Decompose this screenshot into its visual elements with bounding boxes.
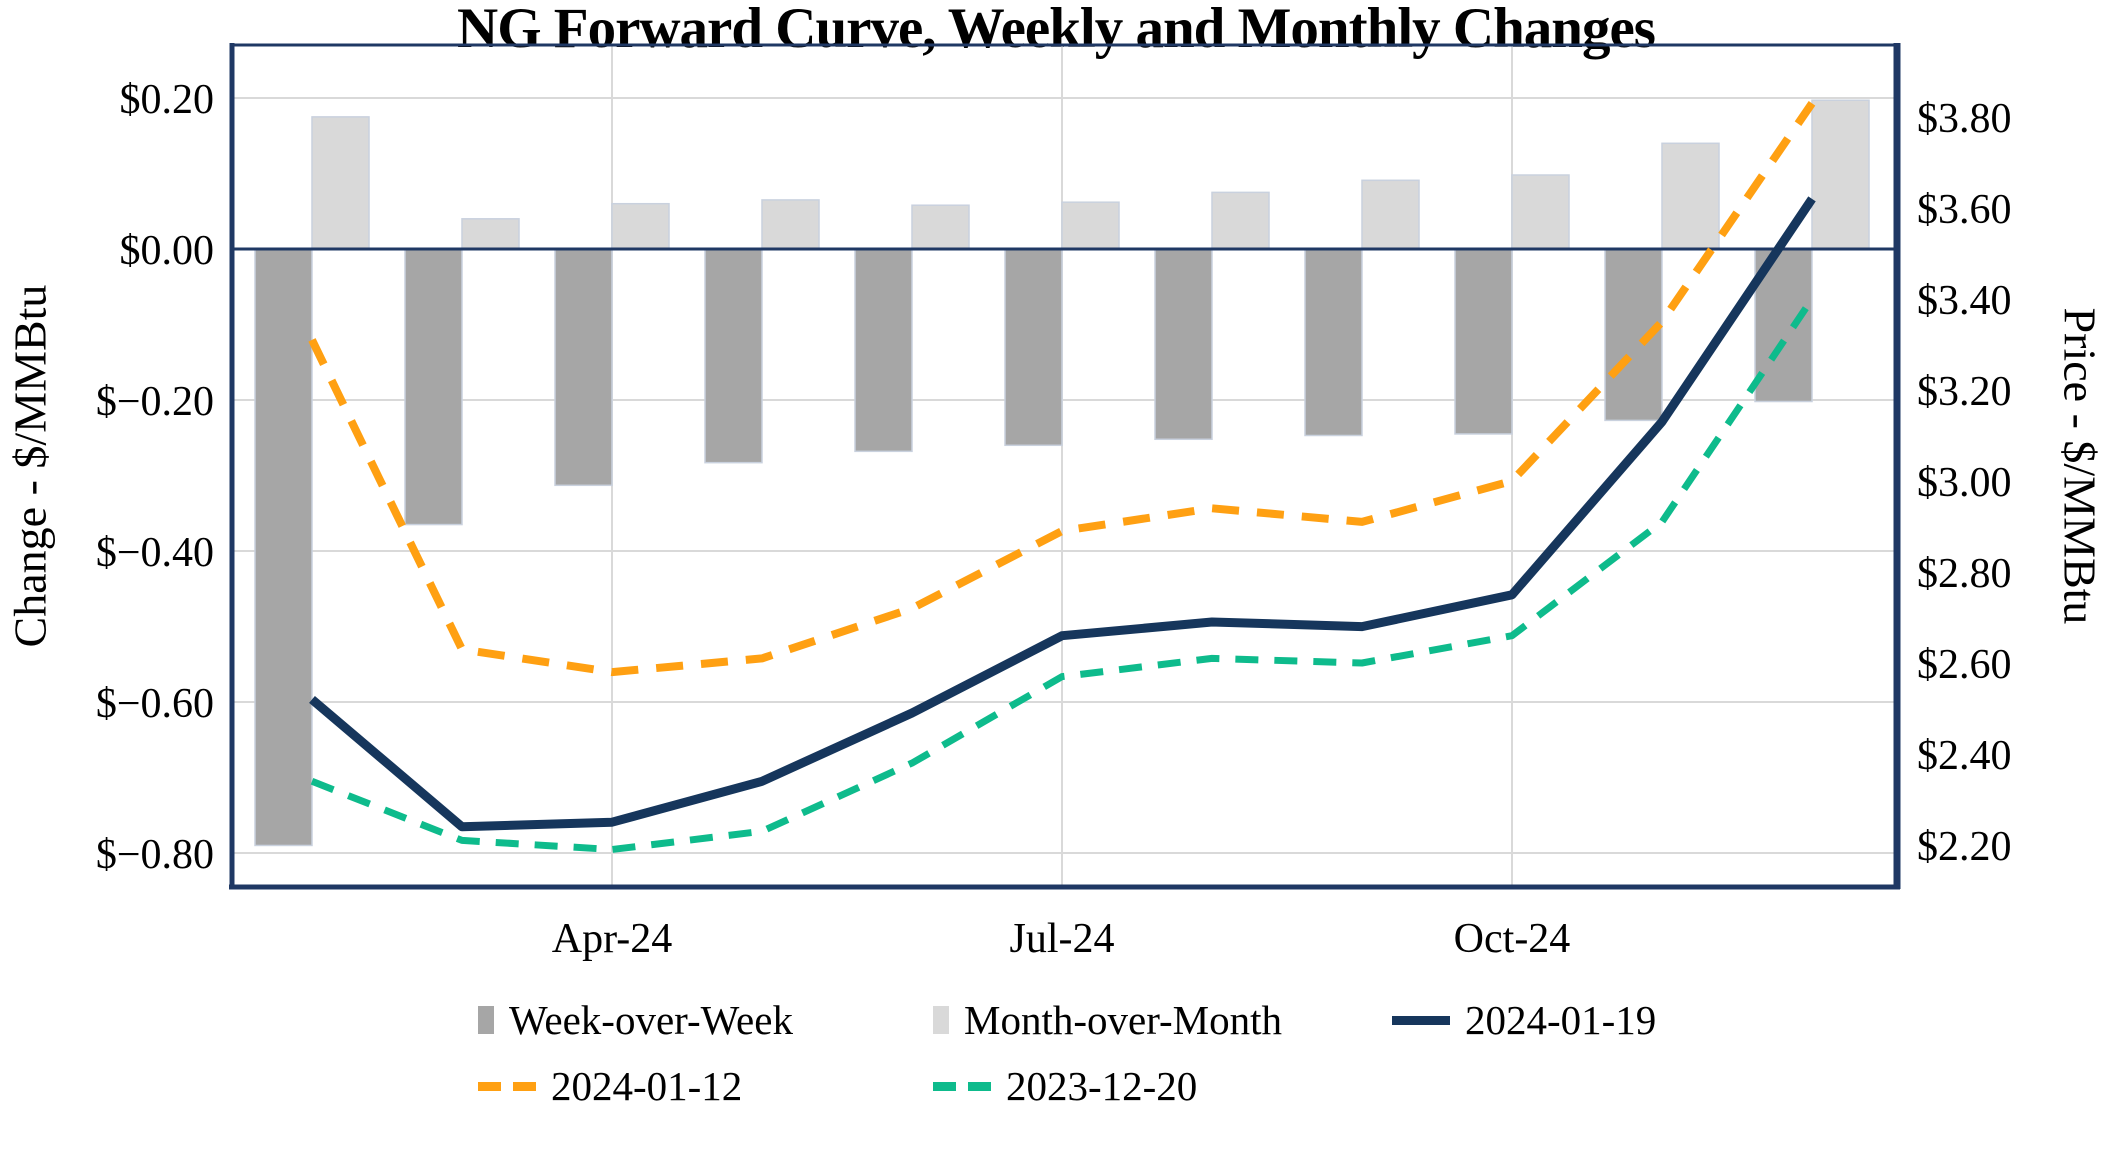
left-axis-tick-label: $0.20 (120, 77, 215, 123)
mom-bar-Jul-24 (1061, 201, 1120, 250)
x-axis-tick-label-Oct-24: Oct-24 (1454, 916, 1571, 962)
left-axis-tick-label: $0.00 (120, 228, 215, 274)
series-line-2024-01-12 (308, 101, 1816, 677)
series-line-2024-01-19 (309, 196, 1816, 832)
wow-bar-Jul-24 (1004, 248, 1063, 447)
left-axis-tick-label: $−0.40 (96, 530, 214, 576)
left-axis-tick-label: $−0.80 (96, 832, 214, 878)
right-axis-tick-label: $3.00 (1917, 460, 2012, 506)
mom-bar-Sep-24 (1361, 179, 1420, 250)
series-line-2023-12-20 (310, 297, 1815, 853)
mom-bar-Jun-24 (911, 204, 970, 250)
x-axis-tick-label-Apr-24: Apr-24 (552, 916, 672, 962)
mom-bar-Apr-24 (611, 202, 670, 250)
right-axis-tick-label: $3.20 (1917, 369, 2012, 415)
mom-bar-May-24 (761, 199, 820, 250)
right-axis-tick-label: $3.40 (1917, 278, 2012, 324)
right-axis-tick-label: $2.20 (1917, 824, 2012, 870)
wow-bar-Apr-24 (554, 248, 613, 487)
mom-bar-Mar-24 (461, 218, 520, 250)
wow-bar-Feb-24 (254, 248, 313, 847)
wow-bar-Sep-24 (1304, 248, 1363, 437)
wow-bar-Mar-24 (404, 248, 463, 526)
left-axis-tick-label: $−0.60 (96, 681, 214, 727)
mom-bar-Dec-24 (1811, 99, 1870, 250)
wow-bar-Jun-24 (854, 248, 913, 453)
left-axis-tick-label: $−0.20 (96, 379, 214, 425)
chart-title: NG Forward Curve, Weekly and Monthly Cha… (457, 0, 1656, 60)
right-axis-tick-label: $2.60 (1917, 642, 2012, 688)
mom-bar-Oct-24 (1511, 174, 1570, 250)
mom-bar-Nov-24 (1661, 142, 1720, 250)
wow-bar-May-24 (704, 248, 763, 464)
right-axis-tick-label: $3.60 (1917, 187, 2012, 233)
wow-bar-Aug-24 (1154, 248, 1213, 441)
right-axis-tick-label: $2.80 (1917, 551, 2012, 597)
right-axis-tick-label: $2.40 (1917, 733, 2012, 779)
wow-bar-Oct-24 (1454, 248, 1513, 435)
x-axis-tick-label-Jul-24: Jul-24 (1010, 916, 1115, 962)
mom-bar-Aug-24 (1211, 191, 1270, 250)
right-axis-tick-label: $3.80 (1917, 96, 2012, 142)
mom-bar-Feb-24 (311, 116, 370, 250)
